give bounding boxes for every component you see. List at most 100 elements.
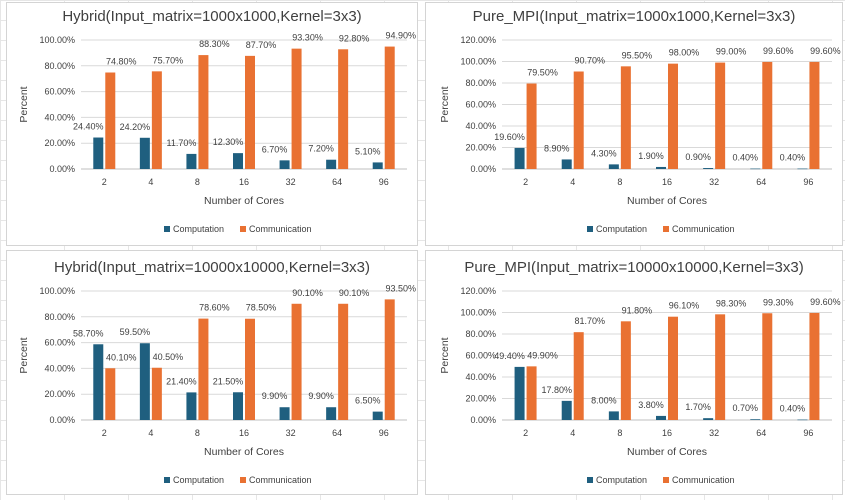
chart-panel-mpi-1000: Pure_MPI(Input_matrix=1000x1000,Kernel=3… [425, 2, 843, 246]
x-tick-label: 4 [570, 428, 575, 438]
y-tick-label: 20.00% [465, 143, 496, 153]
bar-communication [762, 61, 773, 169]
x-tick-label: 8 [617, 428, 622, 438]
data-label-computation: 9.90% [308, 391, 334, 401]
bar-computation [514, 366, 525, 420]
data-label-communication: 40.10% [106, 352, 137, 362]
chart-hybrid-10000: Hybrid(Input_matrix=10000x10000,Kernel=3… [18, 259, 416, 485]
bar-computation [372, 411, 383, 420]
data-label-communication: 93.30% [292, 33, 323, 43]
data-label-computation: 9.90% [262, 391, 288, 401]
bar-computation [372, 162, 383, 169]
bar-communication [620, 66, 631, 169]
x-tick-label: 32 [286, 428, 296, 438]
bar-computation [233, 153, 243, 169]
bar-communication [620, 321, 631, 420]
y-tick-label: 40.00% [44, 363, 75, 373]
x-axis-title: Number of Cores [204, 446, 284, 458]
bar-computation [797, 168, 808, 170]
bar-computation [93, 137, 104, 169]
bar-computation [797, 419, 808, 421]
data-label-communication: 99.60% [810, 46, 841, 56]
data-label-computation: 58.70% [73, 328, 104, 338]
data-label-communication: 49.90% [527, 350, 558, 360]
y-tick-label: 100.00% [39, 35, 75, 45]
legend-label-communication: Communication [672, 224, 735, 234]
data-label-communication: 99.60% [763, 46, 794, 56]
data-label-computation: 21.40% [166, 376, 197, 386]
y-axis-title: Percent [18, 337, 30, 373]
data-label-computation: 1.90% [638, 151, 664, 161]
data-label-computation: 0.40% [733, 153, 759, 163]
x-tick-label: 32 [286, 177, 296, 187]
bar-communication [245, 55, 255, 169]
legend-swatch-communication [240, 477, 246, 483]
data-label-communication: 75.70% [153, 55, 184, 65]
y-tick-label: 0.00% [470, 164, 496, 174]
bar-communication [338, 49, 349, 170]
data-label-computation: 0.40% [780, 404, 806, 414]
y-tick-label: 60.00% [465, 100, 496, 110]
data-label-computation: 59.50% [120, 327, 151, 337]
x-tick-label: 96 [803, 428, 813, 438]
data-label-communication: 92.80% [339, 33, 370, 43]
data-label-communication: 87.70% [246, 40, 277, 50]
chart-hybrid-1000: Hybrid(Input_matrix=1000x1000,Kernel=3x3… [18, 8, 416, 234]
bar-communication [668, 316, 678, 420]
bar-communication [762, 313, 773, 420]
legend-swatch-computation [164, 226, 170, 232]
data-label-computation: 24.20% [120, 122, 151, 132]
data-label-computation: 12.30% [213, 137, 244, 147]
x-tick-label: 96 [379, 428, 389, 438]
data-label-computation: 5.10% [355, 146, 381, 156]
chart-mpi-10000: Pure_MPI(Input_matrix=10000x10000,Kernel… [439, 259, 841, 485]
y-tick-label: 80.00% [44, 312, 75, 322]
legend-label-computation: Computation [173, 224, 224, 234]
bar-communication [573, 71, 584, 169]
x-axis-title: Number of Cores [627, 446, 707, 458]
x-tick-label: 16 [239, 428, 249, 438]
data-label-computation: 19.60% [494, 132, 525, 142]
chart-title: Hybrid(Input_matrix=1000x1000,Kernel=3x3… [62, 8, 361, 25]
data-label-communication: 99.60% [810, 297, 841, 307]
data-label-computation: 4.30% [591, 148, 617, 158]
data-label-communication: 96.10% [669, 301, 700, 311]
y-tick-label: 20.00% [44, 138, 75, 148]
bar-communication [198, 55, 209, 169]
y-axis-title: Percent [439, 86, 451, 122]
y-tick-label: 100.00% [460, 308, 496, 318]
data-label-communication: 98.00% [669, 48, 700, 58]
bar-computation [186, 153, 197, 169]
bar-computation [750, 168, 761, 170]
data-label-computation: 0.40% [780, 153, 806, 163]
x-tick-label: 4 [570, 177, 575, 187]
y-tick-label: 40.00% [44, 112, 75, 122]
y-tick-label: 20.00% [465, 394, 496, 404]
data-label-computation: 49.40% [494, 351, 525, 361]
bar-computation [93, 344, 104, 420]
bar-computation [561, 159, 572, 169]
bar-computation [139, 343, 150, 420]
y-tick-label: 80.00% [44, 61, 75, 71]
y-tick-label: 0.00% [49, 415, 75, 425]
data-label-communication: 90.10% [339, 288, 370, 298]
y-tick-label: 80.00% [465, 78, 496, 88]
data-label-communication: 91.80% [622, 305, 653, 315]
bar-communication [809, 312, 820, 420]
data-label-computation: 24.40% [73, 122, 104, 132]
x-axis-title: Number of Cores [204, 195, 284, 207]
chart-mpi-1000: Pure_MPI(Input_matrix=1000x1000,Kernel=3… [439, 8, 841, 234]
y-tick-label: 0.00% [49, 164, 75, 174]
legend-label-communication: Communication [249, 224, 312, 234]
data-label-computation: 11.70% [166, 138, 196, 148]
data-label-communication: 74.80% [106, 57, 137, 67]
y-axis-title: Percent [18, 86, 30, 122]
x-tick-label: 4 [148, 428, 153, 438]
bar-communication [573, 332, 584, 420]
x-tick-label: 4 [148, 177, 153, 187]
x-tick-label: 8 [195, 177, 200, 187]
bar-computation [233, 392, 243, 420]
data-label-communication: 93.50% [385, 283, 416, 293]
data-label-computation: 8.00% [591, 395, 617, 405]
data-label-communication: 99.00% [716, 47, 747, 57]
